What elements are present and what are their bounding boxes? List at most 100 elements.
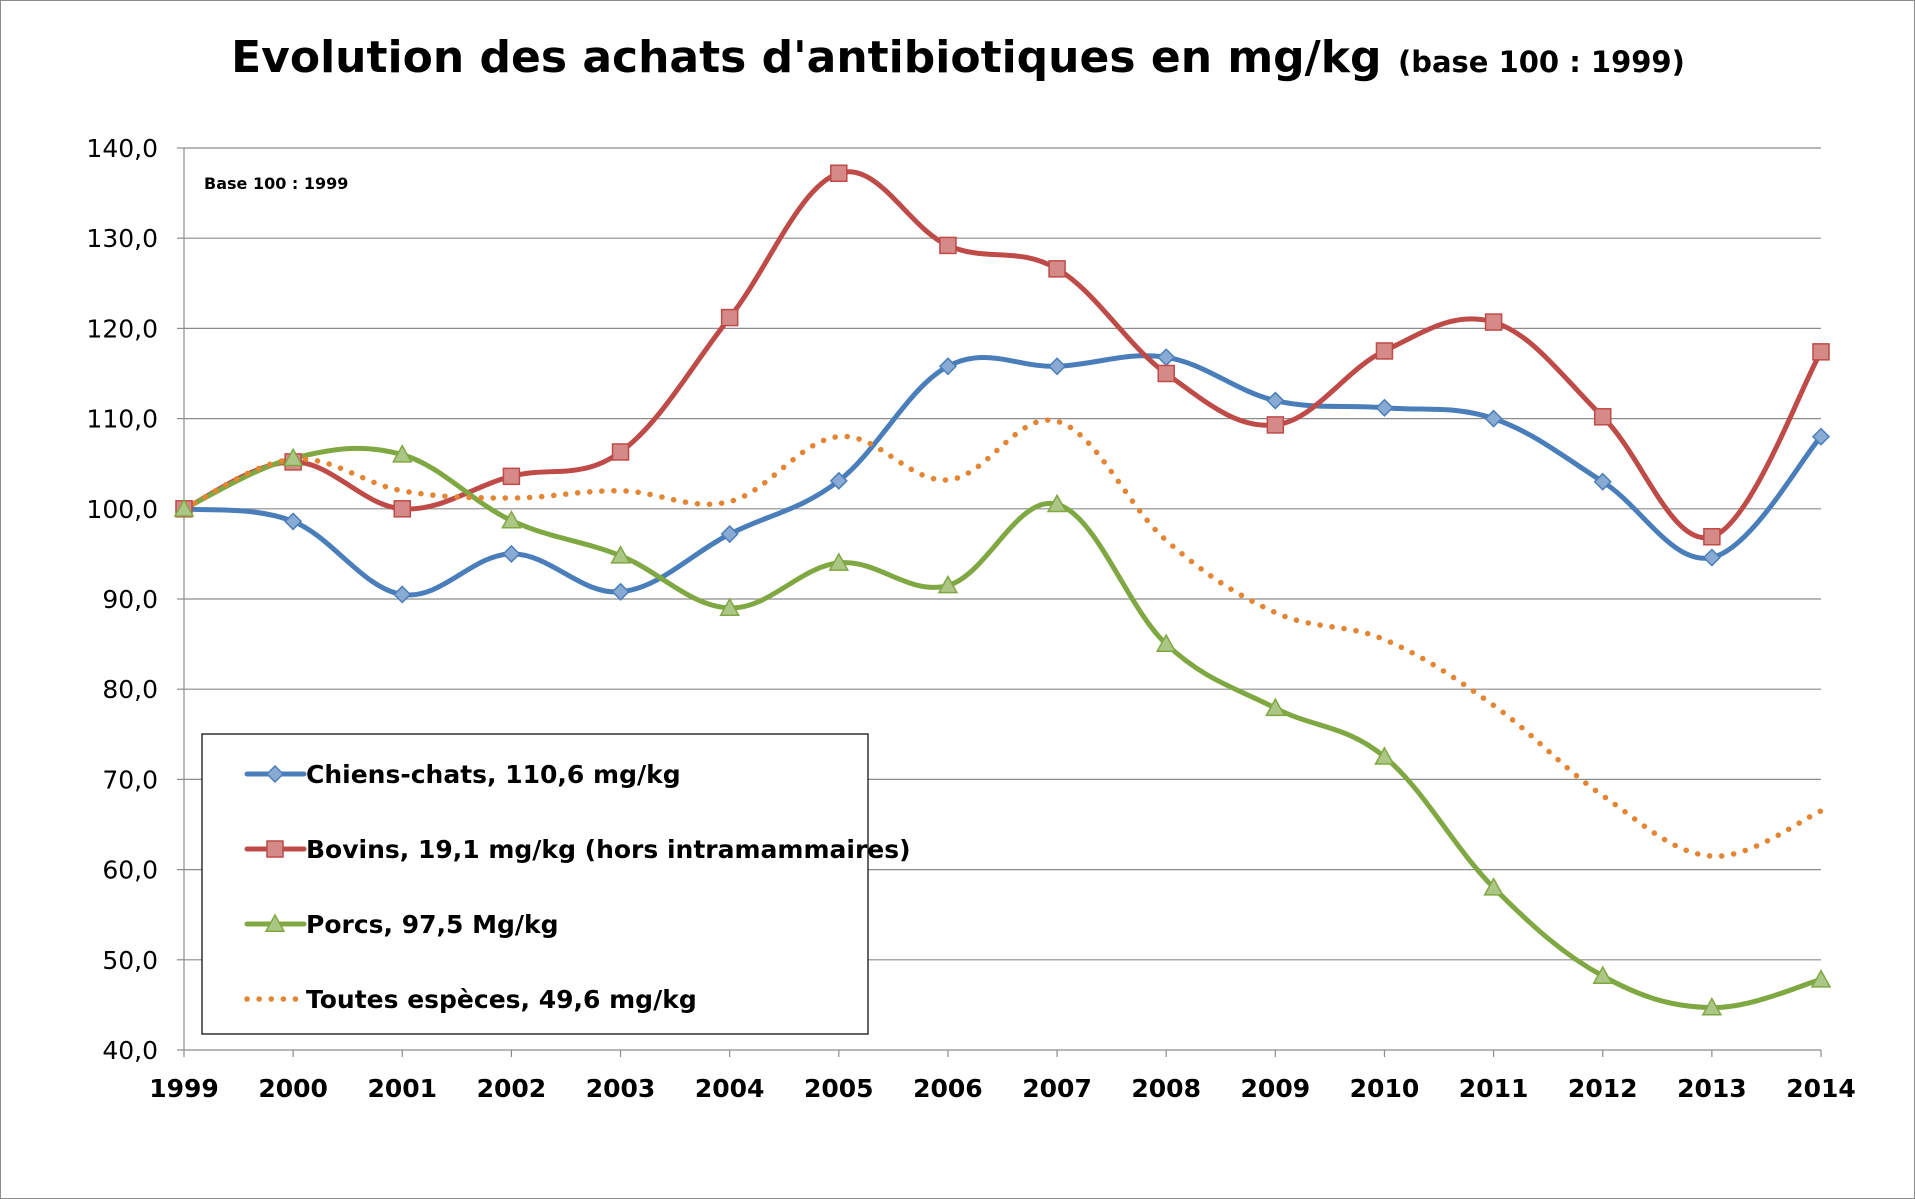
point-chiens-chats bbox=[720, 524, 739, 544]
y-axis-ticks: 40,0 50,0 60,0 70,0 80,0 90,0 100,0 110,0 120,0 1… bbox=[86, 134, 158, 1065]
point-chiens-chats bbox=[829, 471, 848, 490]
chart-title: Evolution des achats d'antibiotiques en … bbox=[231, 32, 1381, 83]
point-bovins bbox=[1703, 528, 1721, 546]
x-tick-label: 2000 bbox=[258, 1074, 328, 1103]
point-porcs bbox=[1155, 633, 1177, 653]
point-bovins bbox=[1375, 342, 1394, 360]
point-chiens-chats bbox=[284, 512, 303, 531]
point-chiens-chats bbox=[393, 585, 412, 604]
legend-items: Chiens-chats, 110,6 mg/kg Bovins, 19,1 mg… bbox=[244, 760, 911, 1014]
axes bbox=[177, 147, 1822, 1057]
point-porcs bbox=[610, 545, 631, 564]
point-porcs bbox=[391, 444, 413, 463]
point-chiens-chats bbox=[502, 544, 521, 563]
point-bovins bbox=[1484, 313, 1503, 331]
point-bovins bbox=[393, 500, 412, 518]
point-porcs bbox=[1483, 877, 1504, 896]
legend: Chiens-chats, 110,6 mg/kg Bovins, 19,1 mg… bbox=[201, 733, 911, 1035]
x-tick-label: 2008 bbox=[1131, 1074, 1201, 1103]
legend-item-porcs: Porcs, 97,5 Mg/kg bbox=[244, 910, 559, 939]
point-porcs bbox=[1701, 997, 1723, 1016]
legend-label: Toutes espèces, 49,6 mg/kg bbox=[306, 985, 697, 1014]
point-bovins bbox=[1266, 416, 1285, 434]
legend-box bbox=[201, 733, 869, 1035]
y-tick-label: 90,0 bbox=[102, 585, 158, 614]
chart-subtitle: (base 100 : 1999) bbox=[1398, 45, 1685, 79]
x-tick-label: 2004 bbox=[695, 1074, 765, 1103]
point-porcs bbox=[1374, 746, 1395, 765]
point-bovins bbox=[720, 308, 739, 327]
legend-label: Chiens-chats, 110,6 mg/kg bbox=[306, 760, 681, 789]
x-tick-label: 2011 bbox=[1459, 1074, 1529, 1103]
y-tick-label: 120,0 bbox=[86, 314, 158, 343]
legend-item-toutes-especes: Toutes espèces, 49,6 mg/kg bbox=[244, 985, 697, 1014]
chart-title-group: Evolution des achats d'antibiotiques en … bbox=[231, 32, 1685, 83]
point-bovins bbox=[1157, 364, 1175, 383]
x-tick-label: 2002 bbox=[477, 1074, 547, 1103]
series-line-porcs bbox=[181, 445, 1824, 1011]
y-tick-label: 130,0 bbox=[86, 224, 158, 253]
x-tick-label: 2010 bbox=[1350, 1074, 1420, 1103]
point-bovins bbox=[611, 443, 630, 461]
legend-marker bbox=[266, 840, 284, 858]
x-tick-label: 1999 bbox=[149, 1074, 219, 1103]
point-bovins bbox=[939, 236, 957, 255]
y-tick-label: 70,0 bbox=[102, 765, 158, 794]
point-chiens-chats bbox=[1593, 472, 1612, 491]
series-line-toutes-especes bbox=[181, 417, 1824, 859]
x-tick-label: 2006 bbox=[913, 1074, 983, 1103]
series-lines bbox=[181, 169, 1824, 1011]
point-porcs bbox=[828, 552, 850, 571]
point-chiens-chats bbox=[938, 357, 957, 376]
point-porcs bbox=[1265, 697, 1286, 717]
series-line-chiens-chats bbox=[181, 353, 1824, 598]
point-chiens-chats bbox=[1266, 391, 1285, 410]
point-chiens-chats bbox=[1811, 427, 1831, 446]
y-tick-label: 100,0 bbox=[86, 495, 158, 524]
point-porcs bbox=[1810, 969, 1832, 988]
x-tick-label: 2005 bbox=[804, 1074, 874, 1103]
point-bovins bbox=[1048, 260, 1066, 278]
y-tick-label: 60,0 bbox=[102, 856, 158, 885]
x-axis-ticks: 1999 2000 2001 2002 2003 2004 2005 2006 2007 2008… bbox=[149, 1074, 1856, 1103]
series-line-bovins bbox=[181, 169, 1824, 541]
y-tick-label: 50,0 bbox=[102, 946, 158, 975]
point-chiens-chats bbox=[1048, 357, 1067, 376]
x-tick-label: 2013 bbox=[1677, 1074, 1747, 1103]
point-chiens-chats bbox=[1375, 398, 1394, 417]
x-tick-label: 2009 bbox=[1241, 1074, 1311, 1103]
legend-marker bbox=[264, 913, 286, 932]
point-bovins bbox=[1812, 343, 1830, 361]
point-porcs bbox=[282, 447, 304, 467]
y-tick-label: 80,0 bbox=[102, 675, 158, 704]
legend-item-chiens-chats: Chiens-chats, 110,6 mg/kg bbox=[244, 760, 681, 789]
x-tick-label: 2003 bbox=[586, 1074, 656, 1103]
legend-item-bovins: Bovins, 19,1 mg/kg (hors intramammaires) bbox=[244, 835, 911, 864]
point-bovins bbox=[830, 164, 848, 183]
point-chiens-chats bbox=[611, 582, 630, 601]
x-tick-label: 2012 bbox=[1568, 1074, 1638, 1103]
y-tick-label: 40,0 bbox=[102, 1036, 158, 1065]
series-markers bbox=[173, 164, 1832, 1016]
point-porcs bbox=[501, 509, 522, 529]
legend-marker bbox=[265, 764, 285, 784]
y-tick-label: 140,0 bbox=[86, 134, 158, 163]
point-porcs bbox=[937, 574, 959, 594]
legend-label: Porcs, 97,5 Mg/kg bbox=[306, 910, 559, 939]
x-tick-label: 2014 bbox=[1786, 1074, 1856, 1103]
x-tick-label: 2001 bbox=[367, 1074, 437, 1103]
legend-label: Bovins, 19,1 mg/kg (hors intramammaires) bbox=[306, 835, 911, 864]
x-tick-label: 2007 bbox=[1022, 1074, 1092, 1103]
point-chiens-chats bbox=[1702, 548, 1721, 567]
point-porcs bbox=[1046, 493, 1068, 513]
point-porcs bbox=[173, 498, 195, 517]
y-tick-label: 110,0 bbox=[86, 405, 158, 434]
point-porcs bbox=[1592, 965, 1614, 984]
point-bovins bbox=[1593, 408, 1612, 426]
point-bovins bbox=[502, 467, 521, 486]
base-note: Base 100 : 1999 bbox=[204, 174, 348, 193]
point-porcs bbox=[719, 597, 740, 616]
point-chiens-chats bbox=[1484, 409, 1503, 428]
